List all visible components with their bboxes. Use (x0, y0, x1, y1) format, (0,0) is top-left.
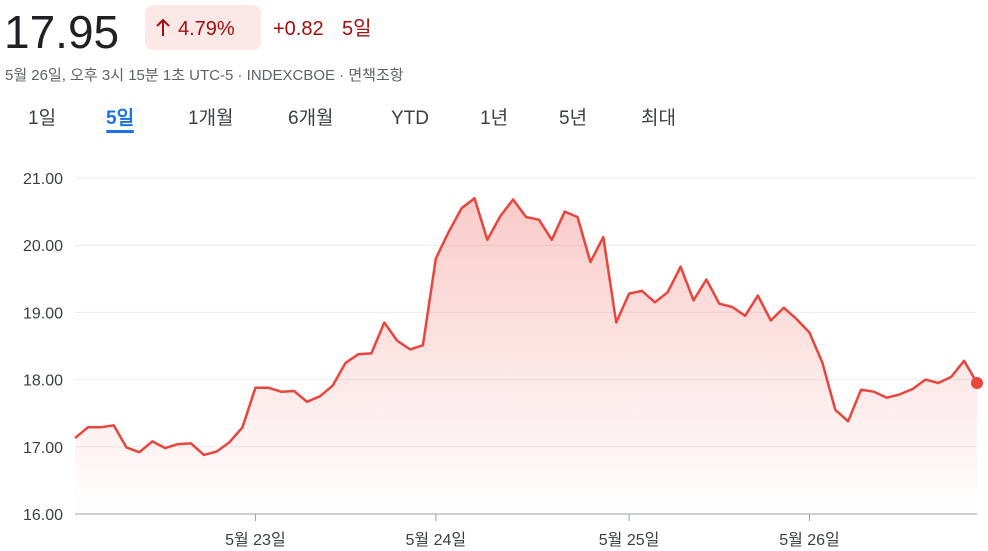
chart: 16.00 17.00 18.00 19.00 20.00 21.00 5월 23일 5월 2… (23, 171, 983, 549)
price-line (74, 196, 979, 457)
x-tick-label: 5월 26일 (779, 531, 840, 549)
y-tick-label: 20.00 (23, 238, 63, 255)
change-period: 5일 (342, 17, 372, 40)
tabs: 1일 5일 1개월 6개월 YTD 1년 5년 최대 (28, 107, 676, 133)
change-badge (145, 5, 261, 50)
y-tick-label: 18.00 (23, 373, 63, 390)
y-tick-label: 17.00 (23, 440, 63, 457)
price: 17.95 (4, 6, 119, 58)
tab[interactable]: 6개월 (288, 107, 334, 129)
tab[interactable]: 1년 (480, 107, 508, 129)
y-tick-label: 16.00 (23, 507, 63, 524)
tab[interactable]: YTD (391, 108, 429, 129)
tab[interactable]: 최대 (641, 107, 676, 129)
y-tick-label: 21.00 (23, 171, 63, 188)
last-point (971, 376, 983, 389)
area-fill (75, 198, 977, 514)
y-tick-label: 19.00 (23, 305, 63, 322)
x-tick-label: 5월 25일 (599, 531, 660, 549)
tab[interactable]: 5년 (559, 107, 587, 129)
x-tick-label: 5월 23일 (225, 531, 286, 549)
x-tick-label: 5월 24일 (406, 531, 467, 549)
tab[interactable]: 5일 (106, 107, 134, 129)
tab[interactable]: 1일 (28, 107, 56, 129)
change-percent: 4.79% (178, 18, 235, 40)
change-value: +0.82 (273, 18, 324, 40)
up-arrow (156, 18, 170, 36)
tab[interactable]: 1개월 (188, 107, 234, 129)
tab-underline (106, 130, 135, 133)
subtitle: 5월 26일, 오후 3시 15분 1초 UTC-5 · INDEXCBOE ·… (5, 67, 404, 84)
